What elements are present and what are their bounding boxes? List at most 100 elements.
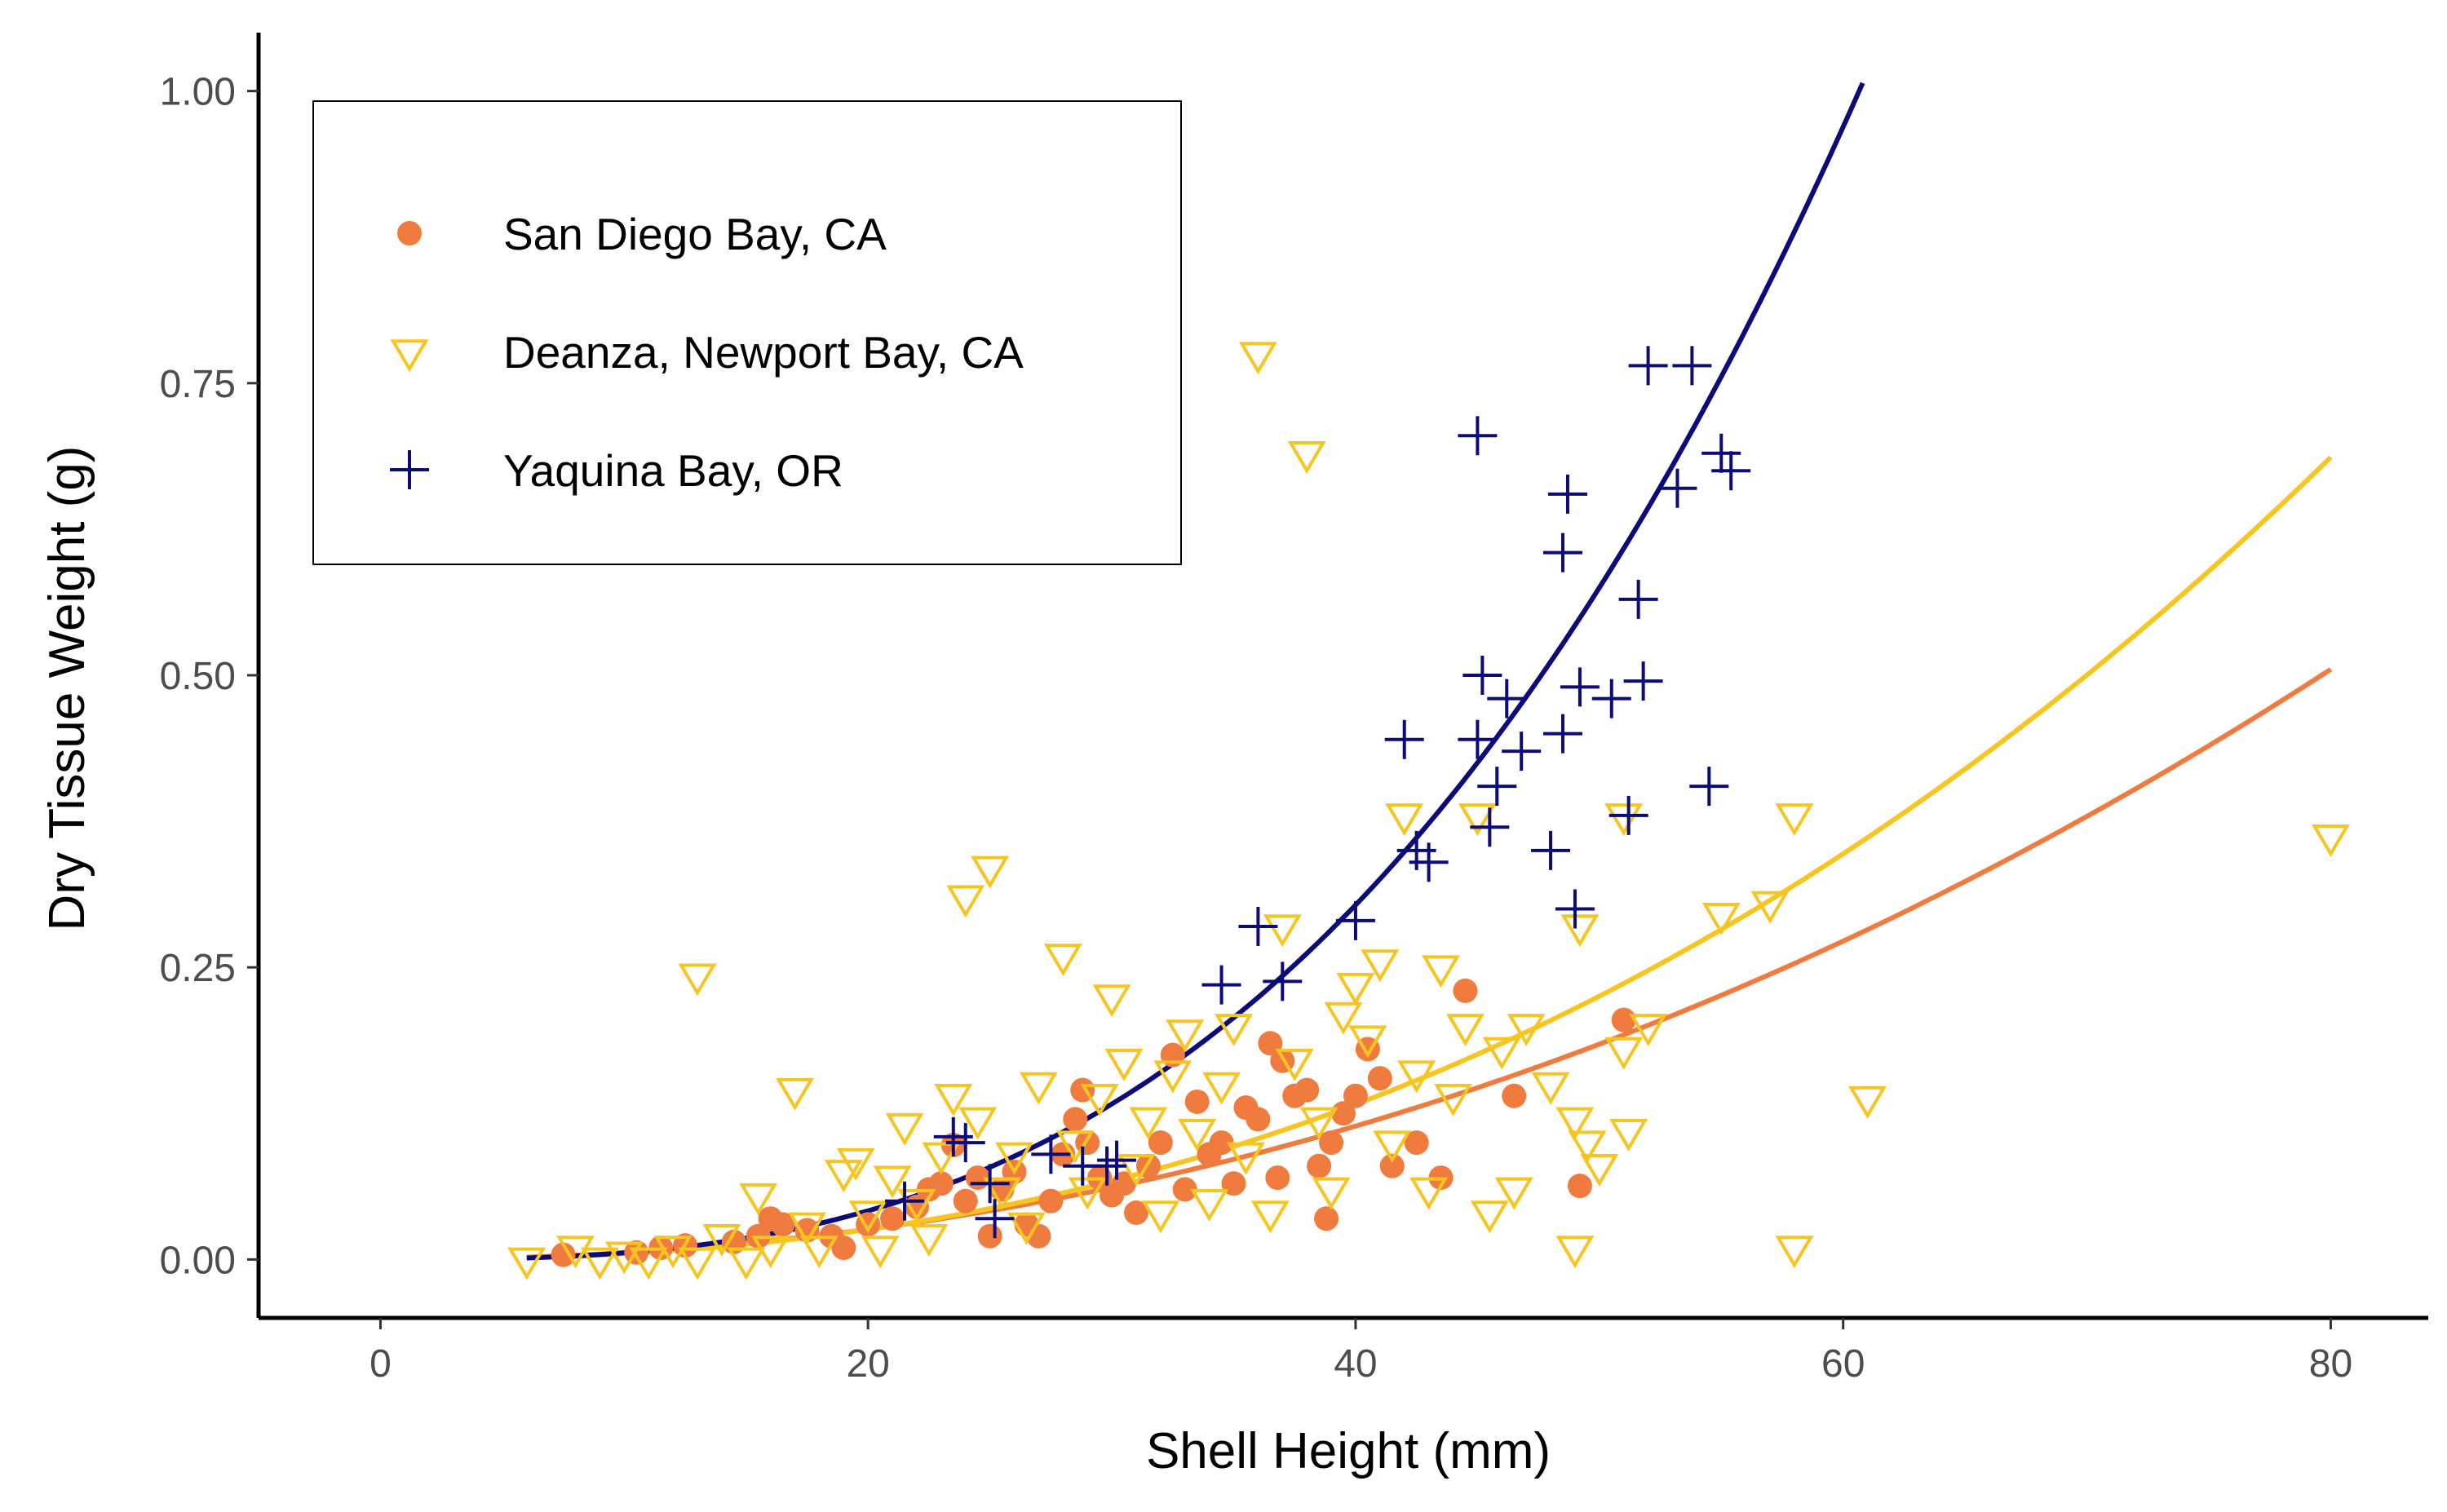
data-point — [1287, 441, 1326, 474]
data-point — [831, 1236, 856, 1261]
data-point — [604, 1241, 644, 1275]
data-point — [1542, 714, 1582, 754]
data-point — [848, 1200, 887, 1234]
data-point — [1215, 1014, 1254, 1047]
data-point — [1250, 1200, 1290, 1234]
x-tick-label: 20 — [846, 1342, 889, 1386]
data-point — [1568, 1130, 1607, 1164]
data-point — [799, 1236, 839, 1269]
legend-label: Yaquina Bay, OR — [503, 445, 843, 496]
data-point — [885, 1181, 925, 1221]
data-point — [1604, 803, 1644, 837]
data-point — [1097, 1140, 1137, 1180]
data-point — [1462, 656, 1502, 695]
data-point — [953, 1188, 978, 1214]
data-point — [1848, 1085, 1887, 1119]
data-point — [1547, 474, 1587, 514]
data-point — [1373, 1130, 1412, 1164]
data-point — [1609, 1119, 1648, 1152]
data-point — [1263, 962, 1303, 1001]
data-point — [1384, 719, 1424, 759]
data-point — [1458, 803, 1497, 837]
series-points — [507, 342, 2350, 1280]
data-point — [1190, 1188, 1229, 1222]
data-point — [507, 1247, 546, 1280]
data-point — [880, 1206, 905, 1231]
data-point — [1209, 1130, 1234, 1156]
data-point — [1623, 661, 1663, 701]
data-point — [1628, 346, 1668, 386]
data-point — [1433, 1084, 1472, 1116]
data-point — [1275, 1049, 1314, 1081]
data-point — [1294, 1077, 1320, 1103]
data-point — [1361, 949, 1400, 983]
data-point — [1335, 900, 1375, 940]
data-point — [1299, 1107, 1339, 1140]
data-point — [1141, 1200, 1180, 1234]
data-point — [1775, 803, 1814, 837]
data-point — [1701, 902, 1741, 935]
y-axis-title: Dry Tissue Weight (g) — [39, 446, 95, 931]
data-point — [1265, 1165, 1290, 1191]
data-point — [975, 1199, 1015, 1239]
data-point — [751, 1236, 790, 1269]
data-point — [873, 1165, 912, 1199]
data-point — [1618, 579, 1658, 619]
data-point — [970, 1164, 1010, 1204]
data-point — [580, 1247, 619, 1280]
x-tick-label: 0 — [369, 1342, 392, 1386]
ticks: 0 20 40 60 80 0.00 0.25 0.50 0.75 1.00 — [160, 71, 2353, 1386]
data-point — [1312, 1177, 1351, 1210]
data-point — [1531, 830, 1571, 870]
data-point — [1560, 914, 1600, 948]
data-point — [1348, 1025, 1387, 1059]
data-point — [934, 1084, 973, 1116]
data-point — [1166, 1019, 1205, 1053]
data-point — [1689, 767, 1729, 807]
data-point — [971, 855, 1010, 889]
data-point — [678, 963, 717, 997]
data-point — [1184, 1089, 1210, 1114]
data-point — [1063, 1107, 1088, 1132]
data-point — [629, 1247, 668, 1280]
data-points — [507, 342, 2350, 1280]
data-point — [1494, 1177, 1533, 1210]
data-point — [824, 1160, 863, 1193]
data-point — [1487, 679, 1527, 718]
data-point — [1367, 1066, 1392, 1091]
data-point — [1542, 533, 1582, 573]
x-axis-title: Shell Height (mm) — [1146, 1423, 1551, 1479]
y-tick-label: 0.00 — [160, 1239, 236, 1282]
data-point — [1502, 732, 1542, 771]
y-tick-label: 0.25 — [160, 947, 236, 990]
data-point — [551, 1242, 576, 1267]
data-point — [1555, 1236, 1595, 1269]
data-point — [1117, 1153, 1156, 1187]
x-tick-label: 40 — [1334, 1342, 1377, 1386]
legend-key — [397, 221, 422, 245]
data-point — [1750, 891, 1790, 924]
data-point — [2311, 824, 2350, 857]
data-point — [1560, 667, 1600, 707]
data-point — [1068, 1177, 1107, 1210]
data-point — [1409, 1177, 1449, 1210]
data-point — [1458, 416, 1498, 456]
legend: San Diego Bay, CA Deanza, Newport Bay, CA… — [312, 100, 1182, 565]
y-tick-label: 0.75 — [160, 363, 236, 406]
data-point — [1775, 1236, 1814, 1269]
data-point — [1591, 679, 1631, 718]
data-point — [1031, 1134, 1071, 1174]
data-point — [1711, 451, 1751, 491]
data-point — [1385, 803, 1424, 837]
data-point — [1038, 1188, 1064, 1214]
data-point — [1453, 978, 1478, 1003]
data-point — [945, 1123, 985, 1163]
data-point — [702, 1223, 741, 1257]
data-point — [1007, 1212, 1046, 1245]
legend-label: San Diego Bay, CA — [503, 209, 887, 259]
data-point — [1604, 1037, 1644, 1070]
data-point — [1263, 914, 1302, 948]
data-point — [1080, 1084, 1119, 1116]
data-point — [1178, 1119, 1217, 1152]
legend-box — [312, 100, 1182, 565]
